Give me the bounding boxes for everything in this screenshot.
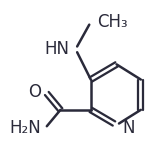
Text: O: O [28, 83, 41, 101]
Text: CH₃: CH₃ [97, 13, 127, 31]
Text: HN: HN [44, 40, 70, 58]
Text: H₂N: H₂N [9, 119, 41, 137]
Text: N: N [123, 119, 135, 137]
